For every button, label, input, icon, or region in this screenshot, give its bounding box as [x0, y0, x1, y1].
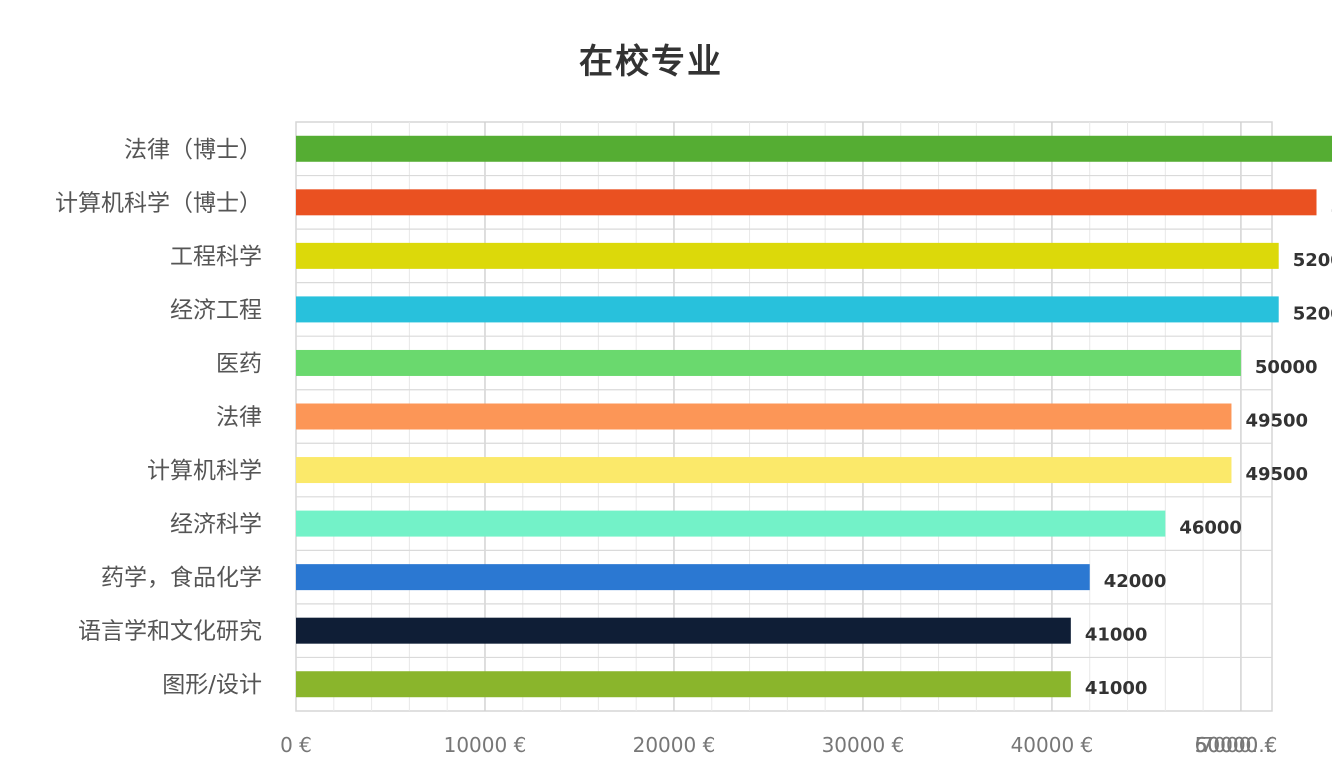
category-label: 工程科学: [170, 244, 262, 270]
data-label: 49500: [1245, 411, 1308, 432]
bar: [296, 403, 1232, 430]
x-tick-label: 10000 €: [444, 733, 527, 757]
data-label: 41000: [1085, 625, 1148, 646]
x-tick-label: 40000 €: [1011, 733, 1094, 757]
x-tick-label: 60000 €: [1195, 733, 1278, 757]
x-tick-label: 50000 €: [1195, 733, 1278, 757]
category-label: 药学，食品化学: [101, 565, 262, 591]
x-tick-label: 20000 €: [633, 733, 716, 757]
x-tick-label: 0 €: [280, 733, 312, 757]
x-tick-label: 7000…: [1201, 733, 1272, 757]
category-labels: 法律（博士） 计算机科学（博士） 工程科学经济工程医药法律计算机科学经济科学药学，食…: [55, 137, 262, 698]
bar: [296, 671, 1071, 698]
bar: [296, 296, 1279, 323]
category-label: 图形/设计: [162, 672, 262, 698]
bar: [296, 349, 1241, 376]
data-label: 42000: [1104, 571, 1167, 592]
data-label: 52000: [1293, 303, 1332, 324]
category-label: 计算机科学: [147, 458, 262, 484]
category-label: 经济科学: [170, 512, 262, 538]
bars: [296, 135, 1332, 698]
bar: [296, 135, 1332, 162]
x-axis-ticks: 0 € 10000 € 20000 € 30000 € 40000 € 50000 €60…: [280, 733, 1277, 757]
data-label: 41000: [1085, 678, 1148, 699]
data-label: 54000: [1331, 196, 1332, 217]
bar: [296, 457, 1232, 484]
data-labels: 5900054000520005200050000495004950046000…: [1085, 196, 1332, 699]
data-label: 50000: [1255, 357, 1318, 378]
category-label: 经济工程: [170, 297, 262, 323]
data-label: 49500: [1245, 464, 1308, 485]
data-label: 52000: [1293, 250, 1332, 271]
category-label: 法律: [216, 405, 262, 431]
category-label: 医药: [216, 351, 262, 377]
chart-title: 在校专业: [579, 42, 723, 82]
bar: [296, 189, 1317, 216]
category-label: 语言学和文化研究: [78, 619, 262, 645]
bar: [296, 617, 1071, 644]
bar: [296, 564, 1090, 591]
bar: [296, 510, 1166, 537]
data-label: 46000: [1179, 518, 1242, 539]
category-label: 计算机科学（博士）: [55, 190, 262, 216]
bar: [296, 242, 1279, 269]
x-tick-label: 30000 €: [822, 733, 905, 757]
category-label: 法律（博士）: [124, 137, 262, 163]
